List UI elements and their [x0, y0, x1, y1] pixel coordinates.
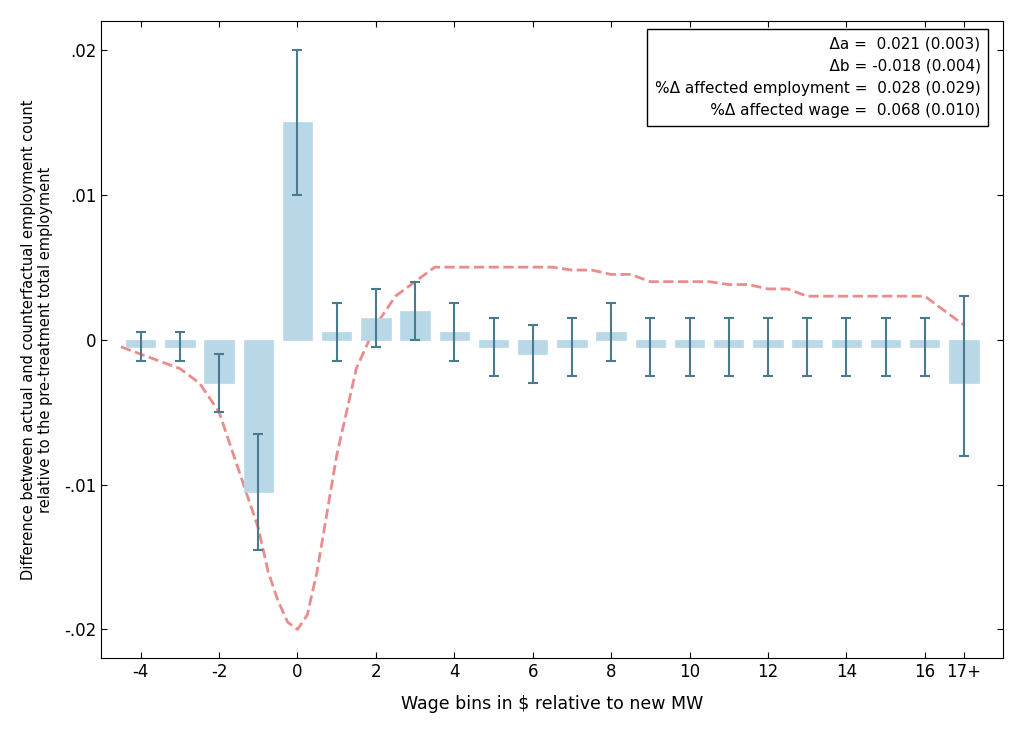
Bar [870, 340, 900, 347]
Bar [831, 340, 861, 347]
X-axis label: Wage bins in $ relative to new MW: Wage bins in $ relative to new MW [401, 695, 703, 713]
Bar [479, 340, 508, 347]
Bar [518, 340, 548, 354]
Bar [439, 333, 469, 340]
Bar [636, 340, 665, 347]
Bar [361, 318, 390, 340]
Bar [557, 340, 587, 347]
Y-axis label: Difference between actual and counterfactual employment count
relative to the pr: Difference between actual and counterfac… [20, 99, 53, 580]
Bar [754, 340, 782, 347]
Bar [596, 333, 626, 340]
Bar [205, 340, 233, 383]
Bar [910, 340, 939, 347]
Bar [244, 340, 273, 492]
Bar [793, 340, 822, 347]
Bar [283, 123, 312, 340]
Bar [322, 333, 351, 340]
Text: Δa =  0.021 (0.003)
            Δb = -0.018 (0.004)
%Δ affected employment =  0.: Δa = 0.021 (0.003) Δb = -0.018 (0.004) %… [655, 37, 981, 118]
Bar [675, 340, 705, 347]
Bar [714, 340, 743, 347]
Bar [126, 340, 156, 347]
Bar [400, 310, 430, 340]
Bar [949, 340, 979, 383]
Bar [165, 340, 195, 347]
